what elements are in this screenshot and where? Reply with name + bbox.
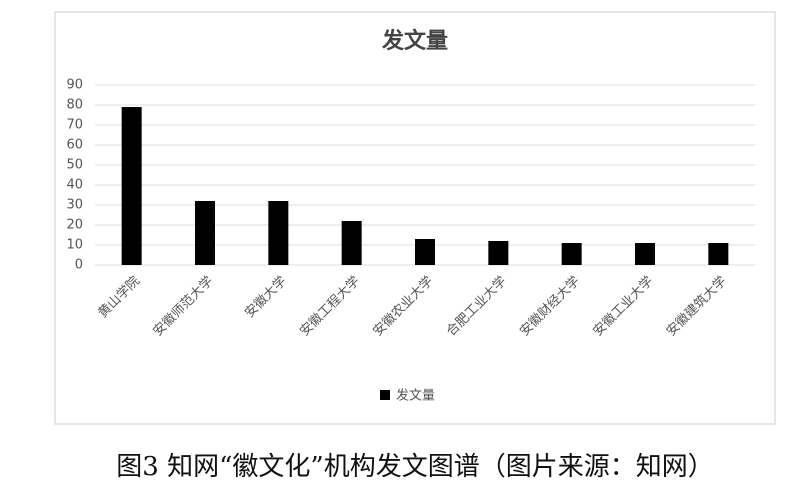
bar: [488, 241, 509, 265]
bar: [708, 243, 729, 265]
y-tick-label: 90: [66, 78, 83, 93]
y-tick-label: 60: [66, 138, 83, 153]
y-tick-label: 20: [66, 218, 83, 233]
chart-frame: [54, 11, 776, 425]
y-tick-label: 0: [75, 258, 83, 273]
bar: [268, 201, 289, 265]
y-tick-label: 50: [66, 158, 83, 173]
y-tick-label: 10: [66, 238, 83, 253]
bar: [561, 243, 582, 265]
caption: 图3 知网“徽文化”机构发文图谱（图片来源：知网）: [116, 452, 713, 482]
y-tick-label: 80: [66, 98, 83, 113]
y-tick-label: 30: [66, 198, 83, 213]
y-tick-label: 40: [66, 178, 83, 193]
bar: [635, 243, 655, 265]
chart-title: 发文量: [381, 28, 448, 54]
legend-label: 发文量: [396, 388, 435, 404]
bar: [415, 239, 435, 265]
bar: [121, 107, 142, 265]
bar: [195, 201, 215, 265]
legend-swatch: [380, 390, 390, 400]
bar: [341, 221, 362, 265]
y-tick-label: 70: [66, 118, 83, 133]
